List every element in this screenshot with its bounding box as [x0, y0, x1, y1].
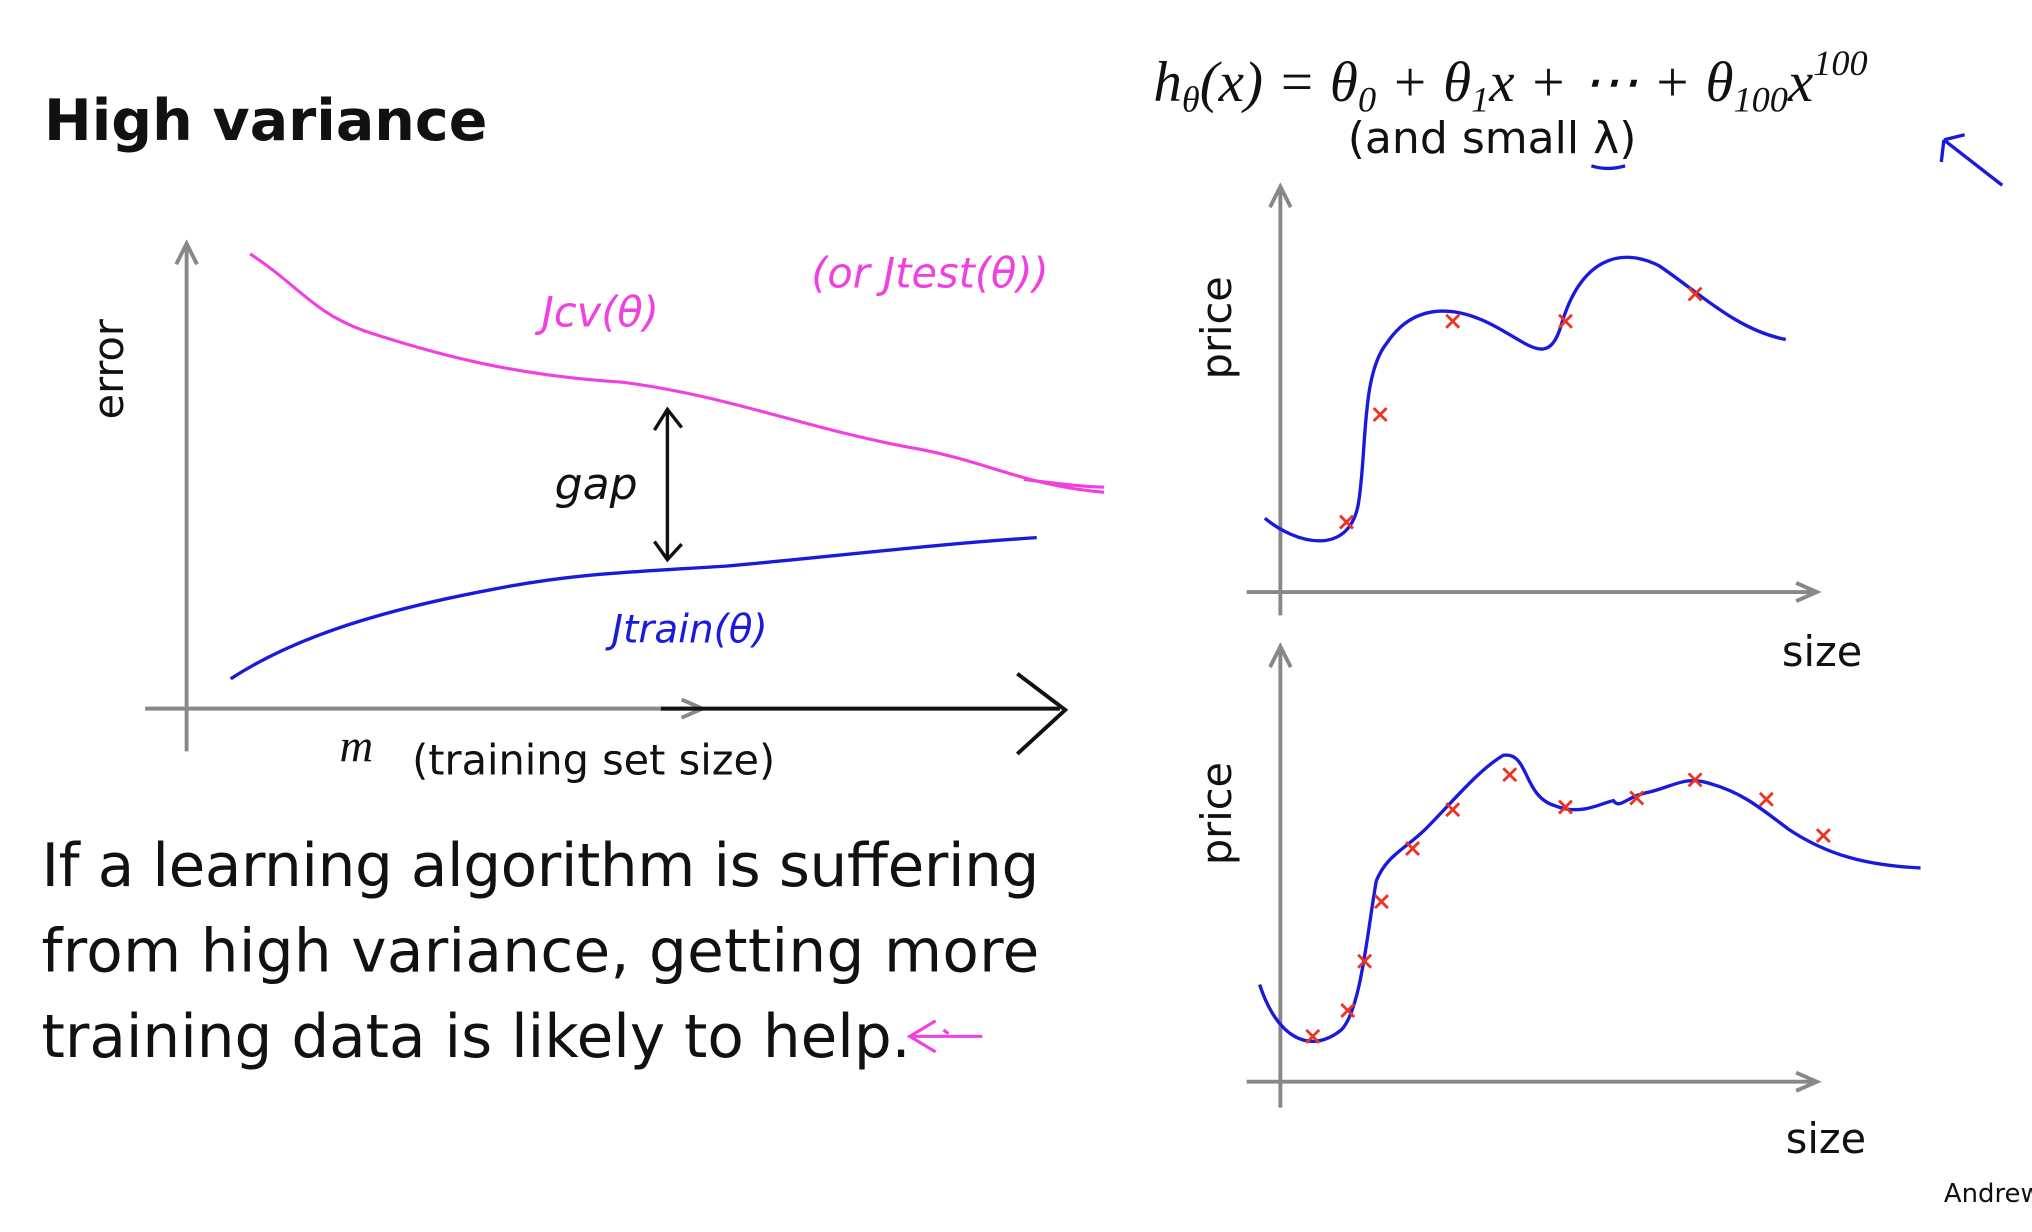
y-axis-label: price	[1193, 762, 1241, 865]
formula-part: (x) = θ	[1200, 51, 1358, 114]
body-line: If a learning algorithm is suffering	[41, 832, 1039, 901]
cv-curve-tail	[1023, 477, 1105, 489]
y-axis	[1268, 182, 1293, 616]
cv-curve	[249, 252, 1105, 494]
formula: hθ(x) = θ0 + θ1x + ⋯ + θ100x100	[1153, 43, 1867, 119]
gap-arrow	[653, 406, 683, 563]
formula-sub: θ	[1182, 79, 1200, 119]
y-axis	[174, 239, 199, 752]
hand-arrow	[660, 672, 1069, 756]
gap-label: gap	[555, 459, 638, 510]
x-axis-label: (training set size)	[412, 737, 775, 785]
y-axis-label: price	[1193, 276, 1241, 379]
formula-sub: 1	[1471, 79, 1489, 119]
cv-label: Jcv(θ)	[535, 288, 659, 336]
y-axis	[1268, 642, 1293, 1108]
data-points	[1305, 767, 1831, 1044]
formula-part: h	[1153, 51, 1182, 114]
formula-note: (and small λ)	[1348, 113, 1637, 164]
fit-curve	[1258, 753, 1921, 1043]
pointer-arrow	[906, 1019, 983, 1054]
data-points	[1338, 286, 1703, 530]
x-axis	[1246, 1070, 1822, 1093]
underline	[1590, 164, 1626, 171]
fit-curve	[1263, 255, 1787, 543]
x-axis-label: size	[1786, 1115, 1866, 1163]
body-line: from high variance, getting more	[41, 918, 1039, 987]
formula-sub: 100	[1734, 79, 1788, 119]
x-axis-symbol: m	[340, 721, 374, 773]
formula-part: x + ⋯ + θ	[1488, 51, 1733, 114]
y-axis-label: error	[85, 318, 133, 419]
formula-part: x	[1787, 51, 1813, 114]
train-curve	[229, 535, 1037, 681]
footer: Andrew	[1944, 1179, 2032, 1209]
title: High variance	[44, 88, 487, 154]
x-axis	[1246, 581, 1822, 603]
test-label: (or Jtest(θ))	[811, 250, 1049, 298]
formula-part: + θ	[1376, 51, 1471, 114]
train-label: Jtrain(θ)	[605, 608, 768, 653]
formula-sub: 0	[1358, 79, 1376, 119]
body-line: training data is likely to help.	[41, 1003, 910, 1072]
x-axis-label: size	[1782, 628, 1862, 676]
formula-sup: 100	[1813, 43, 1867, 83]
pointer-arrow	[1939, 133, 2004, 187]
